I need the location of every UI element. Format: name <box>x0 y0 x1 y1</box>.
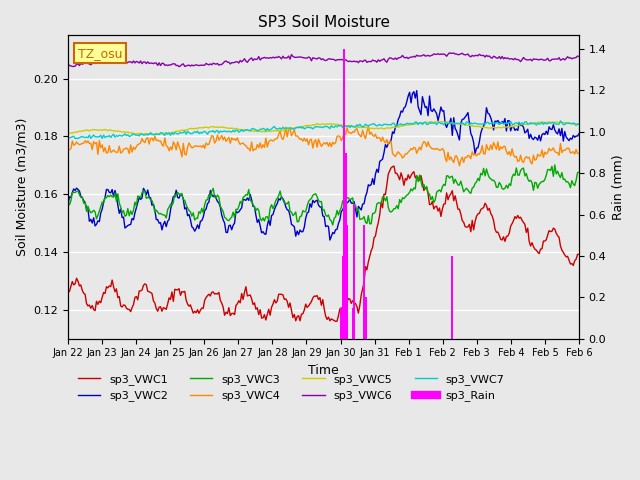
Bar <box>363 225 365 339</box>
Title: SP3 Soil Moisture: SP3 Soil Moisture <box>257 15 390 30</box>
Text: TZ_osu: TZ_osu <box>78 47 123 60</box>
Bar <box>340 308 342 339</box>
Bar <box>346 225 348 339</box>
Y-axis label: Soil Moisture (m3/m3): Soil Moisture (m3/m3) <box>15 118 28 256</box>
Y-axis label: Rain (mm): Rain (mm) <box>612 154 625 220</box>
Bar <box>343 49 345 339</box>
Bar <box>353 204 355 339</box>
Legend: sp3_VWC1, sp3_VWC2, sp3_VWC3, sp3_VWC4, sp3_VWC5, sp3_VWC6, sp3_VWC7, sp3_Rain: sp3_VWC1, sp3_VWC2, sp3_VWC3, sp3_VWC4, … <box>74 370 509 406</box>
X-axis label: Time: Time <box>308 364 339 377</box>
Bar <box>344 153 347 339</box>
Bar <box>342 256 344 339</box>
Bar <box>364 297 367 339</box>
Bar <box>351 308 354 339</box>
Bar <box>451 256 453 339</box>
